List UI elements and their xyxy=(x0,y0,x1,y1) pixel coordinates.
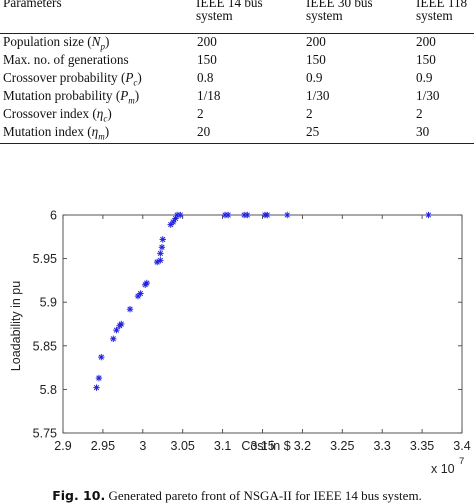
table-cell: 2 xyxy=(306,106,313,121)
table-cell: 25 xyxy=(306,124,320,139)
x-tick-label: 2.9 xyxy=(54,439,71,453)
data-point xyxy=(157,250,164,257)
table-cell: 0.8 xyxy=(197,70,214,85)
data-point xyxy=(157,257,164,264)
x-axis-label: Cost in $ xyxy=(241,439,290,453)
table-cell: 30 xyxy=(416,124,430,139)
x-tick-label: 3.1 xyxy=(214,439,231,453)
data-point xyxy=(93,384,100,391)
table-row-label: Mutation probability (Pm) xyxy=(3,88,140,106)
table-cell: 150 xyxy=(306,52,326,67)
y-tick-label: 5.8 xyxy=(40,383,57,397)
table-cell: 0.9 xyxy=(416,70,433,85)
data-point xyxy=(158,244,166,251)
data-point xyxy=(110,335,117,343)
table-row-label: Crossover probability (Pc) xyxy=(3,70,142,88)
header-parameters: Parameters xyxy=(3,0,62,10)
x-axis-multiplier: x 10 xyxy=(431,462,455,476)
table-bottom-rule xyxy=(0,143,474,145)
table-row-label: Max. no. of generations xyxy=(3,52,129,67)
table-cell: 150 xyxy=(416,52,436,67)
caption-label: Fig. 10. xyxy=(52,488,106,503)
data-point xyxy=(137,290,144,297)
table-row-label: Population size (Np) xyxy=(3,34,110,52)
pareto-chart: 2.9 2.95 3 3.05 3.1 3.15 3.2 3.25 3.3 3.35 3.4 5.75… xyxy=(9,209,471,477)
data-point xyxy=(244,211,251,219)
header-ieee118-line2: system xyxy=(416,8,453,23)
table-cell: 1/30 xyxy=(416,88,440,103)
y-tick-label: 5.95 xyxy=(33,252,57,266)
table-cell: 0.9 xyxy=(306,70,323,85)
x-tick-label: 3 xyxy=(139,439,146,453)
data-point xyxy=(95,374,103,382)
x-tick-label: 3.3 xyxy=(374,439,391,453)
figure-caption: Fig. 10. Generated pareto front of NSGA-… xyxy=(0,488,474,504)
table-row-label: Mutation index (ηm) xyxy=(3,124,110,142)
y-tick-label: 5.75 xyxy=(33,427,57,441)
caption-text: Generated pareto front of NSGA-II for IE… xyxy=(108,488,422,503)
y-tick-label: 5.85 xyxy=(33,339,57,353)
table-cell: 200 xyxy=(416,34,436,49)
x-tick-label: 3.25 xyxy=(330,439,354,453)
data-point xyxy=(159,236,166,243)
x-tick-label: 3.05 xyxy=(171,439,195,453)
header-ieee14: IEEE 14 bus system xyxy=(196,0,263,22)
header-ieee118-line1: IEEE 118 xyxy=(416,0,468,10)
table-cell: 150 xyxy=(197,52,217,67)
data-point xyxy=(264,211,271,219)
x-tick-label: 3.35 xyxy=(410,439,434,453)
table-cell: 1/30 xyxy=(306,88,330,103)
table-cell: 20 xyxy=(197,124,211,139)
header-ieee30: IEEE 30 bus system xyxy=(306,0,373,22)
table-row-label: Crossover index (ηc) xyxy=(3,106,112,124)
table-cell: 1/18 xyxy=(197,88,221,103)
x-tick-label: 2.95 xyxy=(91,439,115,453)
table-cell: 200 xyxy=(197,34,217,49)
data-point xyxy=(177,211,184,219)
header-ieee30-line2: system xyxy=(306,8,343,23)
data-point xyxy=(425,211,432,219)
data-point xyxy=(224,211,232,219)
table-cell: 200 xyxy=(306,34,326,49)
data-point xyxy=(284,211,291,219)
x-tick-label: 3.4 xyxy=(453,439,470,453)
parameter-table: Parameters IEEE 14 bus system IEEE 30 bu… xyxy=(0,0,474,145)
header-ieee14-line1: IEEE 14 bus xyxy=(196,0,263,10)
x-axis-multiplier-exponent: 7 xyxy=(459,456,464,467)
header-ieee14-line2: system xyxy=(196,8,233,23)
table-cell: 2 xyxy=(197,106,204,121)
x-tick-label: 3.2 xyxy=(294,439,311,453)
y-axis-label: Loadability in pu xyxy=(9,281,23,371)
data-point xyxy=(98,353,105,361)
y-tick-label: 6 xyxy=(50,209,57,223)
header-ieee118: IEEE 118 system xyxy=(416,0,467,22)
data-point xyxy=(169,218,177,226)
table-cell: 2 xyxy=(416,106,423,121)
x-tick-label: 3.15 xyxy=(250,439,274,453)
data-point xyxy=(118,320,125,328)
pareto-figure: 2.9 2.95 3 3.05 3.1 3.15 3.2 3.25 3.3 3.35 3.4 5.75… xyxy=(0,196,474,504)
table-header-rule xyxy=(0,33,474,34)
data-point xyxy=(113,326,120,334)
y-tick-label: 5.9 xyxy=(40,296,57,310)
data-point xyxy=(126,305,134,313)
data-point xyxy=(143,279,150,287)
header-ieee30-line1: IEEE 30 bus xyxy=(306,0,373,10)
